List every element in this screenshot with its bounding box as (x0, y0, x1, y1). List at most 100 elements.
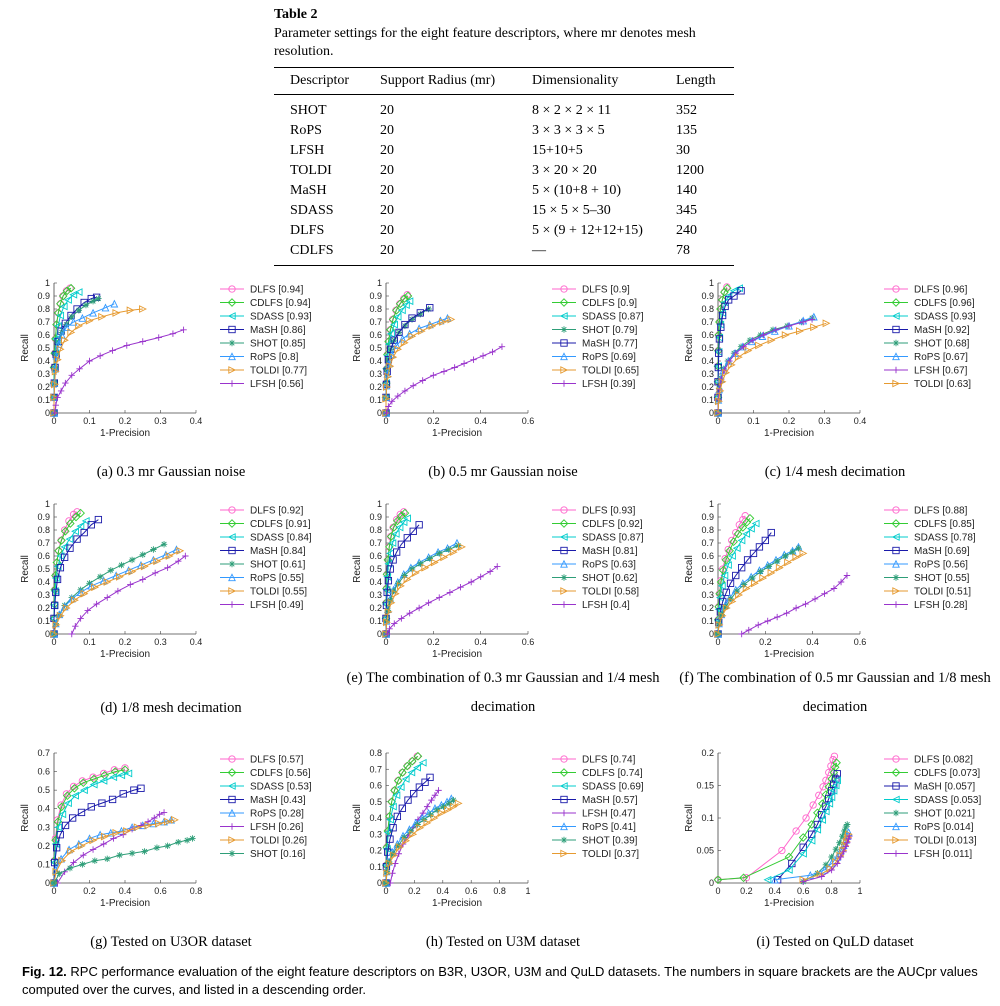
data-point (77, 808, 86, 817)
data-point (440, 368, 448, 375)
data-point (721, 555, 731, 565)
series-line (717, 552, 804, 635)
legend-series-name: SDASS (250, 312, 284, 323)
legend-marker (892, 366, 900, 374)
series-toldi (714, 549, 808, 638)
legend-label: LFSH [0.39] (582, 379, 636, 390)
legend-series-name: DLFS (914, 506, 940, 517)
data-point (439, 318, 448, 326)
legend-auc-value: [0.93] (287, 312, 312, 323)
y-tick-label: 0.7 (369, 317, 382, 327)
x-axis-label: 1-Precision (432, 898, 482, 909)
legend-label: SHOT [0.39] (582, 836, 638, 847)
data-point (746, 524, 755, 533)
x-tick-label: 0.2 (427, 637, 440, 647)
x-tick-label: 0.4 (119, 886, 132, 896)
y-axis-label: Recall (684, 804, 695, 832)
legend-marker (560, 339, 568, 347)
legend-auc-value: [0.073] (950, 768, 981, 779)
data-point (382, 394, 391, 403)
data-point (821, 807, 830, 816)
table-cell: 135 (676, 123, 697, 138)
data-point (716, 386, 725, 395)
legend-marker (227, 519, 237, 528)
legend-marker (228, 795, 236, 804)
legend-label: RoPS [0.014] (914, 822, 974, 833)
table-cell: 20 (380, 103, 394, 118)
legend-item: LFSH [0.4] (552, 600, 630, 611)
data-point (430, 814, 439, 822)
data-point (54, 546, 63, 556)
legend-auc-value: [0.37] (614, 849, 639, 860)
legend-marker (228, 546, 236, 555)
data-point (182, 552, 189, 560)
chart-i: 0 0.05 0.1 0.15 0.2 0 0.2 0.4 0.6 0.8 1 1-Precision… (684, 748, 981, 909)
legend-label: TOLDI [0.65] (582, 366, 639, 377)
y-tick-label: 0.8 (369, 304, 382, 314)
y-tick-label: 0.7 (701, 317, 714, 327)
x-axis-label: 1-Precision (764, 428, 814, 439)
table-cell: 15+10+5 (532, 143, 583, 158)
data-point (415, 324, 424, 333)
series-toldi (382, 315, 456, 417)
data-point (415, 521, 423, 529)
legend-auc-value: [0.94] (286, 298, 311, 309)
data-point (405, 329, 414, 338)
legend-series-name: MaSH (250, 546, 278, 557)
y-tick-label: 0 (377, 629, 382, 639)
data-point (722, 283, 732, 293)
legend-auc-value: [0.96] (950, 298, 975, 309)
legend-marker (891, 312, 900, 320)
legend-series-name: CDLFS (250, 768, 283, 779)
data-point (62, 791, 72, 801)
y-axis-label: Recall (352, 555, 363, 583)
legend-label: RoPS [0.8] (250, 352, 299, 363)
data-point (57, 802, 66, 812)
data-point (808, 316, 816, 323)
legend-item: SDASS [0.53] (220, 782, 312, 793)
legend-auc-value: [0.92] (618, 519, 643, 530)
legend-marker (892, 755, 900, 763)
data-point (91, 857, 99, 864)
legend-label: TOLDI [0.51] (914, 587, 971, 598)
chart-panel-g: 0 0.1 0.2 0.3 0.4 0.5 0.6 0.7 0 0.2 0.4 0.6 0.8 1-Pre… (6, 745, 336, 960)
legend-item: CDLFS [0.92] (552, 519, 643, 530)
legend-series-name: LFSH (250, 379, 276, 390)
legend-auc-value: [0.082] (942, 755, 973, 766)
legend-item: TOLDI [0.37] (552, 849, 639, 860)
legend-marker (892, 559, 900, 568)
legend-series-name: TOLDI (250, 366, 279, 377)
legend-marker (560, 380, 568, 387)
data-point (383, 555, 393, 565)
data-point (409, 830, 418, 839)
legend-series-name: RoPS (582, 560, 608, 571)
data-point (87, 803, 95, 811)
data-point (77, 841, 86, 850)
y-axis-label: Recall (684, 555, 695, 583)
table-row: LFSH 20 15+10+5 30 (274, 141, 734, 161)
x-tick-label: 0.8 (190, 886, 203, 896)
legend-item: DLFS [0.9] (552, 285, 630, 296)
data-point (718, 377, 727, 386)
table-cell: 352 (676, 103, 697, 118)
series-line (53, 308, 143, 413)
table-cell: DLFS (290, 223, 325, 238)
legend-label: CDLFS [0.073] (914, 768, 980, 779)
data-point (65, 535, 74, 544)
series-line (385, 524, 420, 634)
data-point (410, 789, 418, 798)
legend-marker (228, 560, 236, 568)
data-point (398, 334, 407, 343)
data-point (427, 811, 434, 818)
legend-series-name: SDASS (914, 312, 948, 323)
legend-item: RoPS [0.55] (220, 573, 304, 584)
data-point (390, 336, 398, 344)
legend-auc-value: [0.57] (613, 795, 638, 806)
legend-item: SHOT [0.55] (884, 573, 970, 584)
y-tick-label: 0.7 (37, 538, 50, 548)
data-point (68, 814, 77, 822)
legend-item: DLFS [0.082] (884, 755, 973, 766)
data-point (833, 776, 841, 785)
legend-marker (228, 506, 236, 514)
y-tick-label: 0.7 (369, 764, 382, 774)
